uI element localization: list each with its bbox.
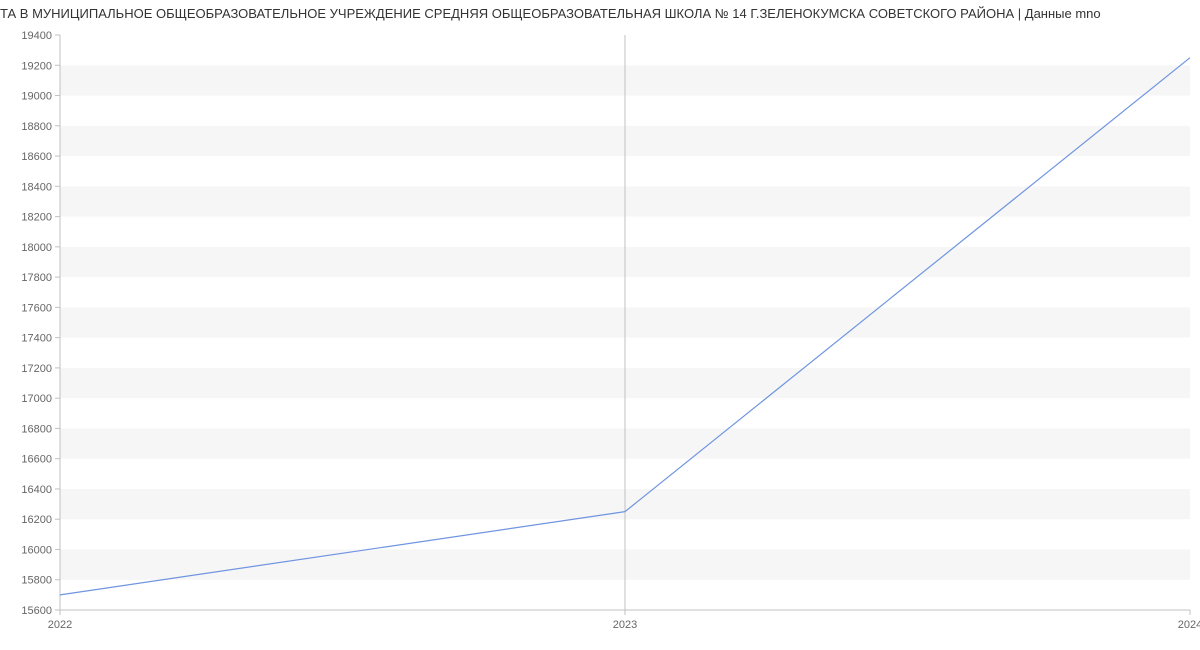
y-tick-label: 15600 [21, 605, 52, 617]
y-tick-label: 18200 [21, 212, 52, 224]
y-tick-label: 16800 [21, 423, 52, 435]
y-tick-label: 18800 [21, 121, 52, 133]
y-tick-label: 16000 [21, 544, 52, 556]
chart-container: 15600 15800 16000 16200 16400 16600 16800 17000… [0, 25, 1200, 645]
y-tick-label: 17400 [21, 333, 52, 345]
y-tick-label: 19200 [21, 60, 52, 72]
x-tick-label: 2024 [1178, 619, 1200, 631]
y-tick-label: 16600 [21, 454, 52, 466]
y-tick-label: 18400 [21, 181, 52, 193]
x-tick-label: 2022 [48, 619, 72, 631]
y-tick-label: 17800 [21, 272, 52, 284]
y-tick-label: 17000 [21, 393, 52, 405]
y-tick-label: 16200 [21, 514, 52, 526]
line-chart: 15600 15800 16000 16200 16400 16600 16800 17000… [0, 25, 1200, 645]
y-tick-label: 18000 [21, 242, 52, 254]
y-tick-label: 17600 [21, 302, 52, 314]
y-tick-label: 18600 [21, 151, 52, 163]
chart-title: ТА В МУНИЦИПАЛЬНОЕ ОБЩЕОБРАЗОВАТЕЛЬНОЕ У… [0, 0, 1200, 25]
y-tick-label: 17200 [21, 363, 52, 375]
y-tick-label: 16400 [21, 484, 52, 496]
y-tick-label: 19000 [21, 91, 52, 103]
y-tick-label: 19400 [21, 30, 52, 42]
x-tick-label: 2023 [613, 619, 637, 631]
y-tick-label: 15800 [21, 575, 52, 587]
